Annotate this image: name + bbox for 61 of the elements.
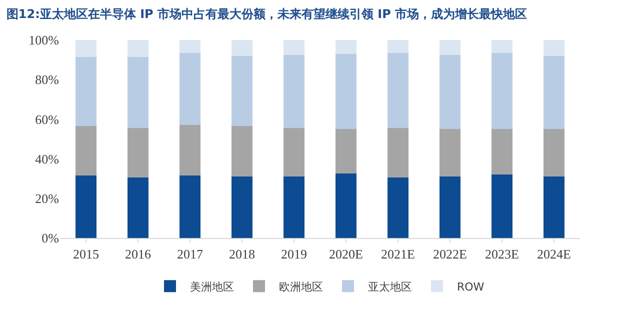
bar xyxy=(544,176,564,238)
bar xyxy=(284,128,304,177)
y-tick-label: 60% xyxy=(35,112,60,127)
y-tick-label: 0% xyxy=(42,230,60,246)
bar xyxy=(388,178,408,238)
bar xyxy=(492,174,512,238)
bar xyxy=(76,40,96,57)
legend-label: 欧洲地区 xyxy=(279,280,323,294)
bar xyxy=(76,56,96,126)
bar xyxy=(544,129,564,177)
bar xyxy=(544,40,564,56)
bar xyxy=(232,40,252,56)
bar xyxy=(128,128,148,178)
x-tick-label: 2019 xyxy=(281,246,307,262)
bar xyxy=(128,178,148,238)
x-tick-label: 2024E xyxy=(537,246,572,262)
bar xyxy=(180,40,200,53)
bar xyxy=(232,126,252,177)
x-tick-label: 2022E xyxy=(433,246,468,262)
bar xyxy=(232,56,252,126)
x-tick-label: 2018 xyxy=(229,246,255,262)
x-tick-label: 2016 xyxy=(125,246,152,262)
bar xyxy=(492,52,512,130)
bar xyxy=(336,129,356,174)
y-tick-label: 100% xyxy=(28,32,60,48)
bar xyxy=(128,56,148,128)
x-tick-label: 2023E xyxy=(485,246,520,262)
bar xyxy=(388,128,408,178)
bar xyxy=(232,176,252,238)
legend-label: 亚太地区 xyxy=(368,280,412,294)
chart-title: 图12:亚太地区在半导体 IP 市场中占有最大份额，未来有望继续引领 IP 市场，成为增长最快地区 xyxy=(6,6,528,21)
bar xyxy=(284,40,304,55)
bar xyxy=(440,129,460,177)
y-tick-label: 80% xyxy=(35,72,60,88)
y-tick-label: 40% xyxy=(35,151,60,166)
bar xyxy=(180,176,200,238)
bar xyxy=(76,126,96,176)
legend-label: 美洲地区 xyxy=(190,280,234,294)
bar xyxy=(440,40,460,55)
bar xyxy=(492,129,512,175)
x-tick-label: 2021E xyxy=(381,246,416,262)
bar xyxy=(180,125,200,176)
bar xyxy=(336,40,356,54)
y-tick-label: 20% xyxy=(35,190,60,206)
bar xyxy=(388,40,408,53)
bar xyxy=(336,174,356,238)
bar xyxy=(284,54,304,128)
bar xyxy=(440,176,460,238)
x-tick-label: 2015 xyxy=(73,246,99,262)
bar xyxy=(440,54,460,130)
x-tick-label: 2020E xyxy=(329,246,364,262)
bar xyxy=(284,176,304,238)
bar xyxy=(388,52,408,128)
bar xyxy=(76,176,96,238)
x-tick-label: 2017 xyxy=(177,246,204,262)
bar xyxy=(128,40,148,57)
bar xyxy=(336,54,356,130)
bar xyxy=(180,52,200,126)
bar xyxy=(544,56,564,130)
legend-label: ROW xyxy=(457,280,484,294)
bar xyxy=(492,40,512,53)
